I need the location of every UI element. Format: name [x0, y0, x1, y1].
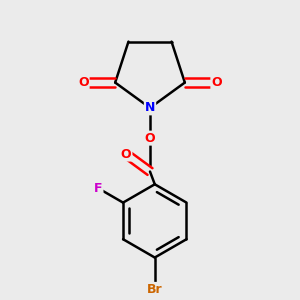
- Text: O: O: [78, 76, 88, 89]
- Text: O: O: [121, 148, 131, 160]
- Text: F: F: [94, 182, 103, 195]
- Text: N: N: [145, 101, 155, 114]
- Text: Br: Br: [147, 283, 163, 296]
- Text: O: O: [145, 132, 155, 145]
- Text: O: O: [212, 76, 222, 89]
